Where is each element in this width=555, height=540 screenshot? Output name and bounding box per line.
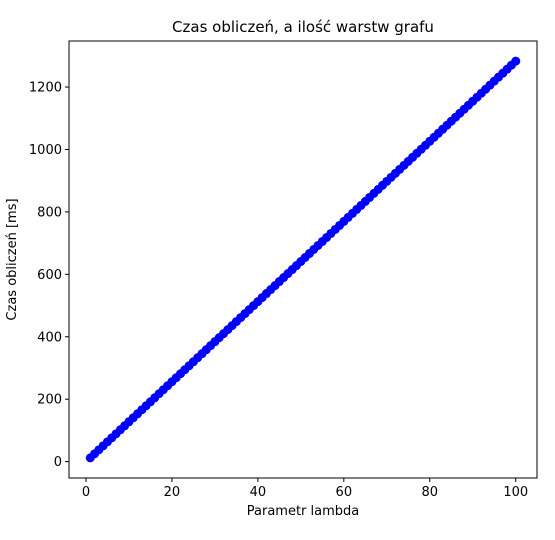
x-tick-label: 60 <box>336 485 353 500</box>
x-tick-label: 100 <box>503 485 528 500</box>
y-tick-label: 400 <box>37 330 62 345</box>
x-axis-ticks: 0 20 40 60 80 100 <box>82 478 528 500</box>
plot-frame <box>68 40 538 479</box>
x-tick-label: 80 <box>422 485 439 500</box>
x-tick-label: 20 <box>164 485 181 500</box>
x-tick-label: 40 <box>250 485 267 500</box>
y-tick-label: 0 <box>54 455 62 470</box>
series-layer <box>85 56 521 463</box>
y-axis-label: Czas obliczeń [ms] <box>5 198 20 320</box>
y-tick-label: 600 <box>37 268 62 283</box>
y-axis-ticks: 0 200 400 600 800 1000 1200 <box>29 81 69 470</box>
x-axis-label: Parametr lambda <box>247 504 359 519</box>
plot-area: 0 20 40 60 80 100 0 200 400 600 800 1000 1200 <box>29 40 538 500</box>
y-tick-label: 800 <box>37 205 62 220</box>
data-point <box>511 56 521 66</box>
y-tick-label: 1200 <box>29 81 62 96</box>
y-tick-label: 200 <box>37 393 62 408</box>
y-tick-label: 1000 <box>29 143 62 158</box>
x-tick-label: 0 <box>82 485 90 500</box>
chart-title: Czas obliczeń, a ilość warstw grafu <box>172 18 434 36</box>
